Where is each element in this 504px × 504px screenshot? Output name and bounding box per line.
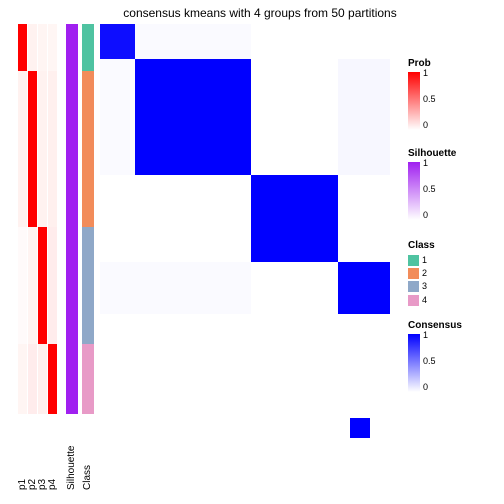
- legend-class: Class 1 2 3 4: [408, 240, 435, 307]
- legend-item: 1: [408, 254, 435, 267]
- annotation-track-p4: [48, 24, 57, 414]
- extra-block: [350, 418, 370, 438]
- legend-swatch: [408, 255, 419, 266]
- legend-prob: Prob10.50: [408, 58, 431, 130]
- legend-swatch: [408, 295, 419, 306]
- consensus-heatmap: [100, 24, 390, 314]
- annotation-label-p2: p2: [27, 420, 38, 490]
- legend-gradient: [408, 72, 420, 130]
- legend-consensus: Consensus10.50: [408, 320, 462, 392]
- legend-title: Consensus: [408, 320, 462, 331]
- annotation-track-p2: [28, 24, 37, 414]
- legend-title: Class: [408, 240, 435, 251]
- plot-title: consensus kmeans with 4 groups from 50 p…: [110, 6, 410, 20]
- annotation-label-p1: p1: [17, 420, 28, 490]
- annotation-track-class: [82, 24, 94, 414]
- annotation-track-p3: [38, 24, 47, 414]
- annotation-label-p4: p4: [47, 420, 58, 490]
- annotation-track-silhouette: [66, 24, 78, 414]
- legend-swatch: [408, 268, 419, 279]
- legend-label: 1: [422, 255, 427, 265]
- legend-item: 3: [408, 280, 435, 293]
- legend-label: 4: [422, 295, 427, 305]
- legend-title: Silhouette: [408, 148, 456, 159]
- legend-label: 3: [422, 281, 427, 291]
- legend-swatch: [408, 281, 419, 292]
- annotation-label-p3: p3: [37, 420, 48, 490]
- annotation-label-class: Class: [82, 420, 93, 490]
- legend-label: 2: [422, 268, 427, 278]
- legend-gradient: [408, 162, 420, 220]
- legend-gradient: [408, 334, 420, 392]
- annotation-label-silhouette: Silhouette: [66, 420, 77, 490]
- legend-item: 2: [408, 267, 435, 280]
- legend-silhouette: Silhouette10.50: [408, 148, 456, 220]
- legend-item: 4: [408, 293, 435, 306]
- annotation-track-p1: [18, 24, 27, 414]
